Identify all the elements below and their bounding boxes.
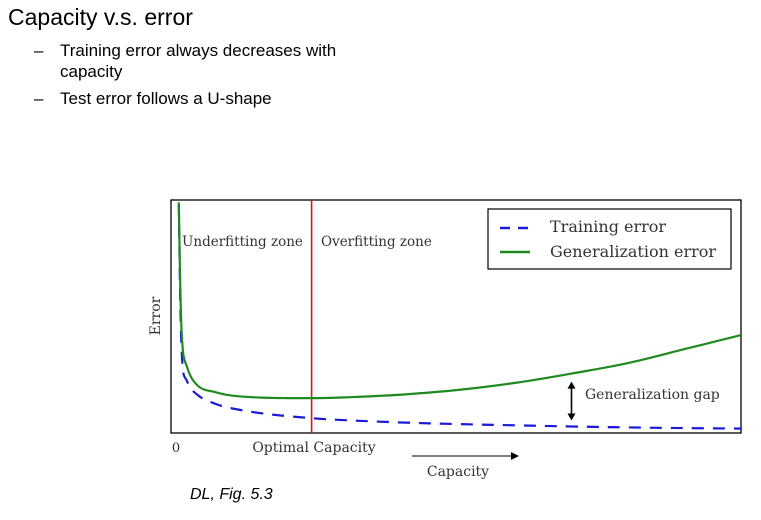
legend-label-training: Training error: [550, 217, 666, 236]
bullet-text: Training error always decreases with cap…: [60, 41, 337, 81]
bullet-dash: –: [34, 89, 44, 108]
bullet-list: – Training error always decreases with c…: [34, 40, 394, 115]
x-axis-arrow-head: [511, 452, 519, 460]
legend: Training error Generalization error: [487, 208, 732, 270]
y-axis-label: Error: [148, 296, 164, 335]
underfitting-zone-label: Underfitting zone: [182, 234, 303, 250]
gap-arrow-head-down: [567, 413, 576, 421]
generalization-error-line: [177, 202, 742, 400]
overfitting-zone-label: Overfitting zone: [321, 234, 432, 250]
plot-frame: [170, 199, 742, 434]
bullet-text: Test error follows a U-shape: [60, 89, 272, 108]
bullet-item: – Test error follows a U-shape: [34, 88, 394, 109]
legend-box: [487, 208, 732, 270]
generalization-gap-label: Generalization gap: [585, 387, 720, 403]
slide-title: Capacity v.s. error: [8, 4, 193, 30]
bullet-dash: –: [34, 41, 44, 60]
x-tick-label: 0: [172, 441, 180, 456]
bullet-item: – Training error always decreases with c…: [34, 40, 394, 82]
x-axis-label: Capacity: [427, 464, 489, 480]
figure-caption: DL, Fig. 5.3: [190, 486, 273, 503]
legend-label-generalization: Generalization error: [550, 242, 716, 261]
optimal-capacity-label: Optimal Capacity: [252, 440, 375, 456]
gap-arrow-head-up: [567, 381, 576, 389]
